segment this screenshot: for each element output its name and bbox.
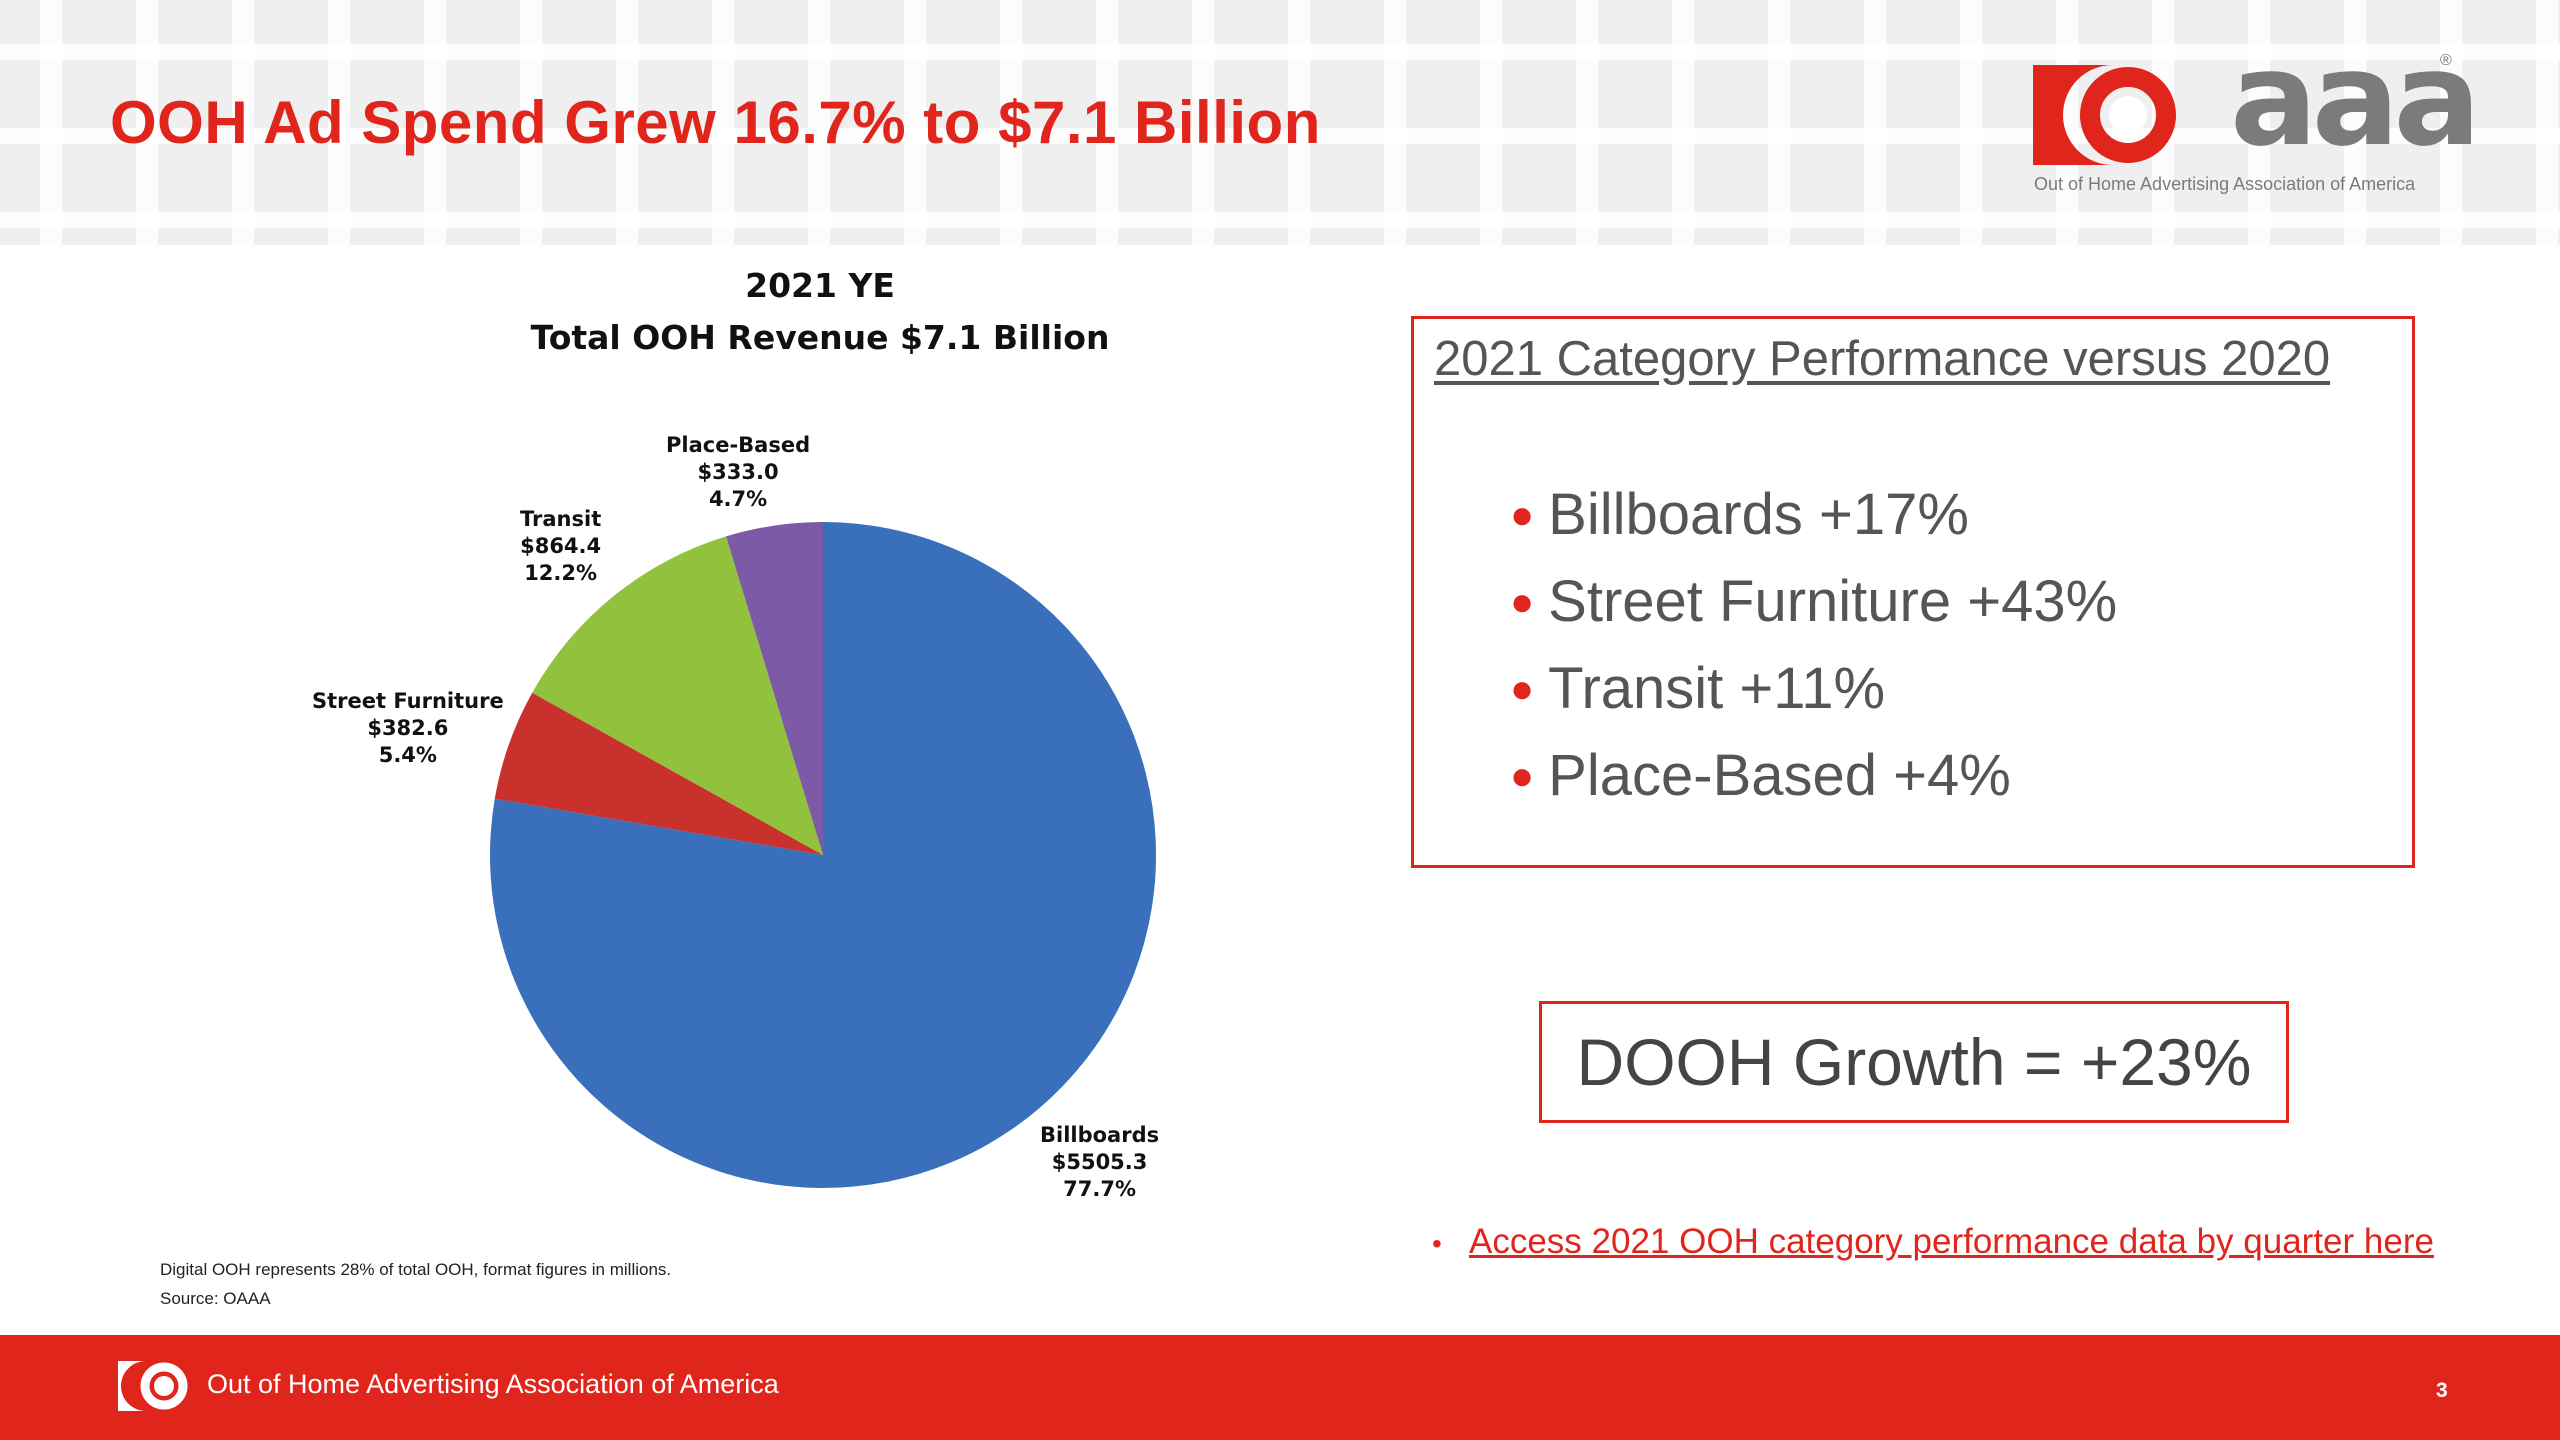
list-item-text: Billboards +17% xyxy=(1548,482,1969,547)
slice-name: Transit xyxy=(520,507,602,531)
list-item: ● Place-Based +4% xyxy=(1510,732,2117,819)
slice-name: Street Furniture xyxy=(312,689,504,713)
slice-value: $864.4 xyxy=(520,534,602,558)
chart-title-block: 2021 YE Total OOH Revenue $7.1 Billion xyxy=(440,260,1200,364)
oaaa-footer-logo-icon xyxy=(118,1361,188,1411)
list-item: ● Billboards +17% xyxy=(1510,471,2117,558)
chart-note: Digital OOH represents 28% of total OOH,… xyxy=(160,1260,672,1279)
list-item: ● Transit +11% xyxy=(1510,645,2117,732)
slice-name: Billboards xyxy=(1040,1123,1160,1147)
list-item-text: Transit +11% xyxy=(1548,656,1886,721)
slice-value: $333.0 xyxy=(697,460,779,484)
slice-percent: 77.7% xyxy=(1063,1177,1136,1201)
category-performance-box: 2021 Category Performance versus 2020 ● B… xyxy=(1411,316,2415,868)
slice-label-place-based: Place-Based $333.0 4.7% xyxy=(666,432,810,513)
access-link-bullet: • xyxy=(1432,1228,1442,1259)
logo-caption: Out of Home Advertising Association of A… xyxy=(2034,174,2416,194)
bullet-icon: ● xyxy=(1510,667,1535,711)
footer-bar: Out of Home Advertising Association of A… xyxy=(0,1335,2560,1440)
category-performance-list: ● Billboards +17% ● Street Furniture +43% … xyxy=(1510,471,2117,819)
list-item-text: Street Furniture +43% xyxy=(1548,569,2118,634)
oaaa-logo-mark-icon xyxy=(2033,65,2176,165)
access-data-link[interactable]: Access 2021 OOH category performance dat… xyxy=(1469,1222,2434,1261)
page-number: 3 xyxy=(2436,1379,2448,1402)
logo-wordmark: aaa xyxy=(2230,23,2481,175)
chart-notes: Digital OOH represents 28% of total OOH,… xyxy=(160,1255,671,1313)
bullet-icon: ● xyxy=(1510,754,1535,798)
bullet-icon: ● xyxy=(1510,580,1535,624)
category-performance-heading: 2021 Category Performance versus 2020 xyxy=(1434,332,2331,386)
dooh-growth-callout: DOOH Growth = +23% xyxy=(1539,1001,2289,1123)
footer-organization: Out of Home Advertising Association of A… xyxy=(207,1369,779,1399)
list-item-text: Place-Based +4% xyxy=(1548,743,2011,808)
slice-label-billboards: Billboards $5505.3 77.7% xyxy=(1040,1122,1159,1203)
slice-name: Place-Based xyxy=(666,433,811,457)
list-item: ● Street Furniture +43% xyxy=(1510,558,2117,645)
slice-value: $5505.3 xyxy=(1051,1150,1148,1174)
pie-slice-transit xyxy=(532,536,823,855)
oaaa-logo: aaa ® Out of Home Advertising Associatio… xyxy=(2030,34,2481,200)
slice-label-transit: Transit $864.4 12.2% xyxy=(520,506,601,587)
bullet-icon: ● xyxy=(1510,493,1535,537)
slice-percent: 5.4% xyxy=(378,743,437,767)
chart-title: 2021 YE xyxy=(745,266,895,305)
slide-title: OOH Ad Spend Grew 16.7% to $7.1 Billion xyxy=(110,89,1321,156)
slice-percent: 4.7% xyxy=(708,487,768,511)
slice-label-street-furniture: Street Furniture $382.6 5.4% xyxy=(312,688,504,769)
slice-value: $382.6 xyxy=(367,716,449,740)
logo-registered-mark: ® xyxy=(2440,52,2452,69)
header-banner: OOH Ad Spend Grew 16.7% to $7.1 Billion … xyxy=(0,0,2560,245)
chart-subtitle: Total OOH Revenue $7.1 Billion xyxy=(530,318,1110,357)
slice-percent: 12.2% xyxy=(524,561,598,585)
pie-slice-place-based xyxy=(726,522,823,855)
chart-source: Source: OAAA xyxy=(160,1289,271,1308)
pie-slice-street-furniture xyxy=(494,692,823,855)
